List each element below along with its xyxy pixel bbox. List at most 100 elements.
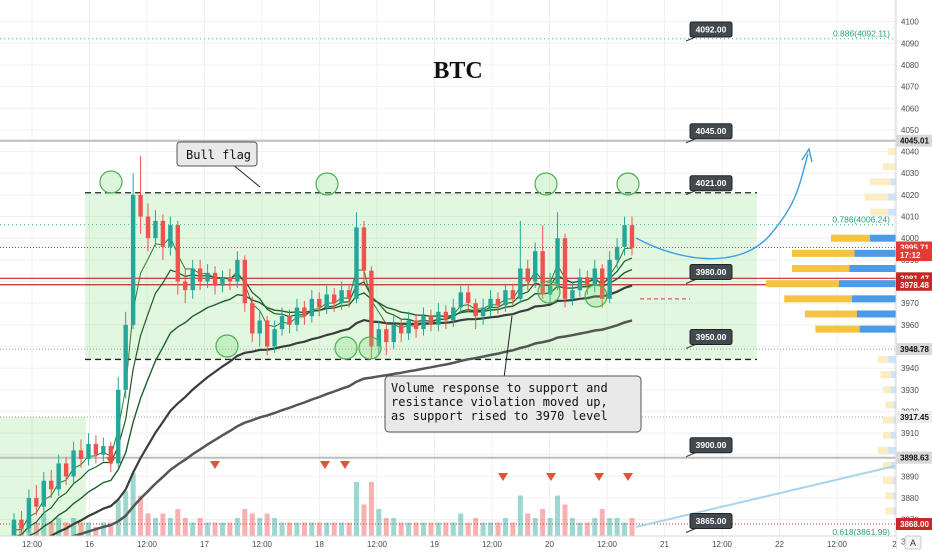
time-tick-label: 19 (430, 540, 439, 549)
price-scale-tag (896, 134, 932, 147)
volume-bar (547, 518, 553, 536)
candle (480, 307, 486, 317)
price-scale-tag-label: 3995.71 (900, 243, 929, 252)
volume-bar (599, 509, 605, 536)
candle (71, 450, 76, 477)
vp-sell-bar-faded (890, 178, 896, 186)
volume-bar (480, 522, 486, 536)
volume-bar (532, 518, 538, 536)
vp-sell-bar-faded (888, 208, 896, 216)
candle (331, 294, 337, 304)
candle (93, 443, 99, 455)
candle (473, 303, 478, 317)
candle (63, 463, 69, 477)
volume-bar (115, 500, 121, 536)
candle (518, 268, 523, 299)
volume-bar (93, 527, 99, 536)
volume-bar (502, 518, 508, 536)
vp-buy-bar-faded (888, 148, 896, 156)
vp-sell-bar-faded (888, 193, 896, 201)
flag-zones (0, 192, 757, 538)
candle (324, 294, 329, 308)
price-scale-tag (896, 343, 932, 356)
vp-sell-bar-faded (893, 416, 896, 424)
signal-arrow-down-icon (106, 457, 116, 465)
volume-bar (443, 522, 449, 536)
price-scale-tag-label: 3978.48 (900, 281, 929, 290)
time-tick-label: 20 (545, 540, 554, 549)
volume-bar (294, 522, 300, 536)
support-touch-circle (537, 280, 561, 304)
auto-scale-button[interactable]: A (904, 535, 922, 550)
volume-bar (629, 518, 635, 536)
time-tick-label: 12:00 (712, 540, 733, 549)
volume-bar (205, 522, 211, 536)
vp-sell-bar (854, 249, 896, 257)
candle (138, 194, 143, 217)
signal-arrow-down-icon (623, 473, 633, 481)
candle (294, 307, 300, 325)
candle (220, 277, 225, 286)
vp-buy-bar (792, 249, 855, 257)
candle (235, 259, 240, 282)
volume-bar (473, 518, 479, 536)
candle (562, 238, 568, 299)
candle (205, 272, 210, 282)
candle (451, 307, 456, 321)
vp-sell-bar-faded (890, 431, 896, 439)
candle (622, 225, 627, 247)
price-tick-label: 3890 (901, 472, 919, 481)
volume-bar (614, 518, 620, 536)
time-tick-label: 21 (660, 540, 669, 549)
candle (34, 498, 39, 507)
time-axis-bg (0, 536, 896, 550)
price-scale-tag (896, 518, 932, 531)
volume-bar (413, 522, 419, 536)
trend-line (635, 465, 896, 528)
candle (354, 227, 359, 299)
volume-bar (316, 522, 322, 536)
price-axis: 3860387038803890390039103920393039403950… (895, 0, 932, 550)
candle (302, 307, 307, 317)
candle (123, 324, 128, 390)
candle (547, 285, 553, 295)
signal-arrow-down-icon (594, 473, 604, 481)
vp-buy-bar-faded (877, 355, 889, 363)
vp-buy-bar-faded (883, 462, 891, 470)
vp-sell-bar-faded (888, 355, 896, 363)
volume-profile (766, 148, 896, 515)
level-flag-box (689, 328, 733, 345)
volume-bar (406, 522, 412, 536)
bull-flag-callout: Bull flag (176, 141, 261, 188)
time-tick-label: 17 (200, 540, 209, 549)
candle (153, 220, 158, 239)
price-scale-tag-label: 3868.00 (900, 520, 929, 529)
time-tick-label: 16 (85, 540, 94, 549)
time-axis: 12:00 16 12:00 17 12:00 18 12:00 19 12:00 20 12:00… (0, 535, 897, 550)
chart-title: BTC (433, 58, 482, 84)
vp-buy-bar-faded (880, 371, 891, 379)
moving-average-line (13, 284, 633, 550)
volume-bar (540, 509, 546, 536)
vp-sell-bar-faded (893, 477, 896, 485)
candle (11, 519, 17, 538)
price-tick-label: 4100 (901, 18, 919, 27)
candle (510, 290, 516, 299)
candle (190, 268, 195, 291)
candle (116, 389, 121, 464)
vp-sell-bar-faded (893, 492, 896, 500)
price-tick-label: 4040 (901, 148, 919, 157)
vp-buy-bar-faded (883, 431, 891, 439)
candle (443, 311, 449, 321)
price-scale-tag-label: 3917.45 (900, 413, 929, 422)
volume-bar (182, 518, 188, 536)
volume-bar (234, 518, 240, 536)
candle (242, 259, 248, 304)
candle (436, 311, 441, 325)
price-tick-label: 4090 (901, 39, 919, 48)
price-scale-tag-label: 17:12 (900, 251, 921, 260)
volume-bar (555, 495, 561, 536)
candle (540, 251, 545, 295)
price-tick-label: 4070 (901, 83, 919, 92)
